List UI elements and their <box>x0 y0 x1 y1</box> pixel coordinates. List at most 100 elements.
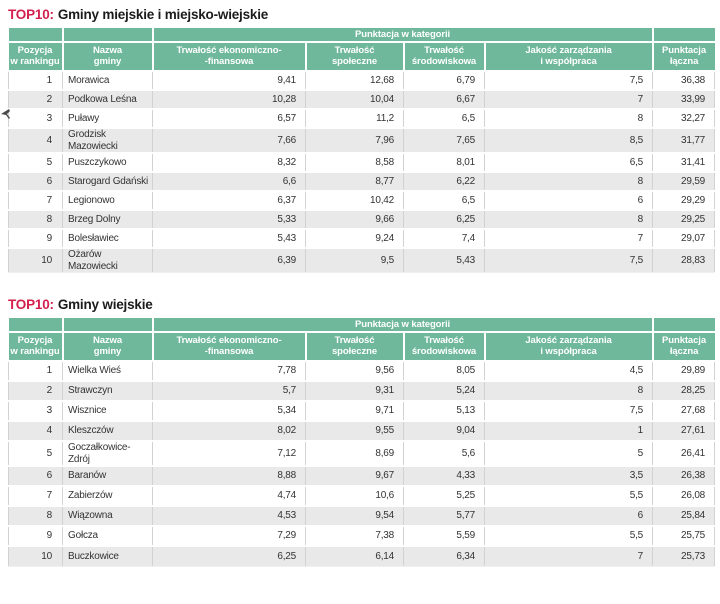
col-header-total: Punktacja łączna <box>651 332 715 362</box>
rank-cell: 7 <box>8 486 63 507</box>
top10-label: TOP10: <box>8 297 54 312</box>
score-social-cell: 9,5 <box>305 248 404 273</box>
col-header-environment: Trwałość środowiskowa <box>402 42 485 72</box>
total-score-cell: 26,41 <box>652 441 716 467</box>
table-row: 4 Grodzisk Mazowiecki 7,66 7,96 7,65 8,5 31,77 <box>8 128 716 154</box>
rank-cell: 4 <box>8 128 63 154</box>
name-cell: Morawica <box>62 71 153 91</box>
score-social-cell: 9,31 <box>305 381 404 402</box>
score-social-cell: 10,42 <box>305 191 404 211</box>
total-score-cell: 25,75 <box>652 526 716 547</box>
name-cell: Goczałkowice-Zdrój <box>62 441 153 467</box>
rank-cell: 9 <box>8 229 63 249</box>
rank-cell: 5 <box>8 441 63 467</box>
name-cell: Kleszczów <box>62 421 153 442</box>
score-social-cell: 9,66 <box>305 210 404 230</box>
score-social-cell: 9,56 <box>305 361 404 382</box>
score-environment-cell: 5,13 <box>403 401 485 422</box>
rank-cell: 6 <box>8 172 63 192</box>
col-header-name: Nazwa gminy <box>61 42 153 72</box>
score-governance-cell: 8 <box>483 381 653 402</box>
score-social-cell: 10,04 <box>305 90 404 110</box>
name-cell: Wielka Wieś <box>62 361 153 382</box>
rank-cell: 2 <box>8 381 63 402</box>
band-row: Punktacja w kategorii <box>8 28 715 43</box>
name-cell: Gołcza <box>62 526 153 547</box>
score-environment-cell: 6,67 <box>403 90 485 110</box>
score-governance-cell: 7 <box>483 546 653 567</box>
name-cell: Brzeg Dolny <box>62 210 153 230</box>
score-eco-fin-cell: 6,6 <box>152 172 306 192</box>
total-score-cell: 31,77 <box>652 128 716 154</box>
section-miejskie: TOP10: Gminy miejskie i miejsko-wiejskie … <box>8 6 716 273</box>
score-governance-cell: 7,5 <box>483 248 653 273</box>
score-governance-cell: 3,5 <box>483 466 653 487</box>
total-score-cell: 29,89 <box>652 361 716 382</box>
col-header-social: Trwałość społeczne <box>304 332 404 362</box>
score-social-cell: 7,38 <box>305 526 404 547</box>
score-governance-cell: 5,5 <box>483 486 653 507</box>
band-cell-empty <box>651 318 715 333</box>
total-score-cell: 27,68 <box>652 401 716 422</box>
total-score-cell: 29,59 <box>652 172 716 192</box>
score-eco-fin-cell: 5,43 <box>152 229 306 249</box>
score-eco-fin-cell: 7,78 <box>152 361 306 382</box>
score-eco-fin-cell: 8,32 <box>152 153 306 173</box>
table-header: Punktacja w kategorii Pozycja w rankingu… <box>8 28 715 72</box>
score-eco-fin-cell: 4,53 <box>152 506 306 527</box>
total-score-cell: 31,41 <box>652 153 716 173</box>
ranking-table-wiejskie: Punktacja w kategorii Pozycja w rankingu… <box>8 318 716 567</box>
score-eco-fin-cell: 9,41 <box>152 71 306 91</box>
score-environment-cell: 8,01 <box>403 153 485 173</box>
rank-cell: 10 <box>8 248 63 273</box>
total-score-cell: 25,84 <box>652 506 716 527</box>
score-environment-cell: 4,33 <box>403 466 485 487</box>
table-body: 1 Morawica 9,41 12,68 6,79 7,5 36,38 2 Podkowa L… <box>8 71 716 273</box>
score-governance-cell: 1 <box>483 421 653 442</box>
table-row: 10 Ożarów Mazowiecki 6,39 9,5 5,43 7,5 28,83 <box>8 248 716 273</box>
ranking-table-miejskie: Punktacja w kategorii Pozycja w rankingu… <box>8 28 716 273</box>
section-title: TOP10: Gminy miejskie i miejsko-wiejskie <box>8 6 714 24</box>
score-environment-cell: 5,43 <box>403 248 485 273</box>
rank-cell: 10 <box>8 546 63 567</box>
name-cell: Wisznice <box>62 401 153 422</box>
total-score-cell: 29,29 <box>652 191 716 211</box>
score-environment-cell: 6,25 <box>403 210 485 230</box>
score-governance-cell: 7 <box>483 90 653 110</box>
total-score-cell: 27,61 <box>652 421 716 442</box>
section-title-text: Gminy miejskie i miejsko-wiejskie <box>57 7 269 22</box>
name-cell: Podkowa Leśna <box>62 90 153 110</box>
table-body: 1 Wielka Wieś 7,78 9,56 8,05 4,5 29,89 2 Strawcz… <box>8 361 716 567</box>
score-social-cell: 7,96 <box>305 128 404 154</box>
score-environment-cell: 5,59 <box>403 526 485 547</box>
name-cell: Wiązowna <box>62 506 153 527</box>
total-score-cell: 32,27 <box>652 109 716 129</box>
name-cell: Buczkowice <box>62 546 153 567</box>
table-row: 7 Zabierzów 4,74 10,6 5,25 5,5 26,08 <box>8 486 716 507</box>
col-header-name: Nazwa gminy <box>61 332 153 362</box>
col-header-total: Punktacja łączna <box>651 42 715 72</box>
band-header: Punktacja w kategorii <box>151 28 653 43</box>
score-environment-cell: 8,05 <box>403 361 485 382</box>
table-row: 3 Puławy 6,57 11,2 6,5 8 32,27 <box>8 109 716 129</box>
rank-cell: 2 <box>8 90 63 110</box>
table-header: Punktacja w kategorii Pozycja w rankingu… <box>8 318 715 362</box>
name-cell: Bolesławiec <box>62 229 153 249</box>
table-row: 2 Podkowa Leśna 10,28 10,04 6,67 7 33,99 <box>8 90 716 110</box>
band-header: Punktacja w kategorii <box>151 318 653 333</box>
rank-cell: 5 <box>8 153 63 173</box>
col-header-governance: Jakość zarządzania i współpraca <box>483 42 653 72</box>
name-cell: Grodzisk Mazowiecki <box>62 128 153 154</box>
table-row: 3 Wisznice 5,34 9,71 5,13 7,5 27,68 <box>8 401 716 422</box>
score-environment-cell: 9,04 <box>403 421 485 442</box>
score-governance-cell: 8 <box>483 210 653 230</box>
score-social-cell: 10,6 <box>305 486 404 507</box>
total-score-cell: 28,83 <box>652 248 716 273</box>
band-cell-empty <box>61 28 153 43</box>
band-cell-empty <box>8 28 63 43</box>
score-environment-cell: 6,34 <box>403 546 485 567</box>
table-row: 7 Legionowo 6,37 10,42 6,5 6 29,29 <box>8 191 716 211</box>
score-social-cell: 11,2 <box>305 109 404 129</box>
table-row: 8 Wiązowna 4,53 9,54 5,77 6 25,84 <box>8 506 716 527</box>
table-row: 1 Wielka Wieś 7,78 9,56 8,05 4,5 29,89 <box>8 361 716 382</box>
